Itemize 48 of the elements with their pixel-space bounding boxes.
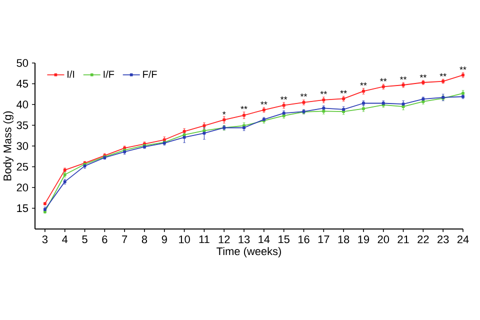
x-tick-label: 22 [418,236,429,244]
x-tick-label: 14 [258,236,270,244]
x-tick-label: 19 [358,236,370,244]
x-tick-label: 7 [122,236,128,244]
x-tick-label: 17 [318,236,330,244]
x-tick-label: 12 [218,236,230,244]
annotation: ** [440,73,446,76]
y-tick-label: 35 [16,121,28,130]
y-axis-title: Body Mass (g) [3,111,14,180]
legend-label: F/F [143,70,157,78]
x-tick-label: 20 [378,236,390,244]
y-tick-label: 40 [16,100,28,108]
annotation: ** [360,82,367,86]
x-tick-label: 9 [162,236,167,244]
annotation: ** [340,90,347,94]
annotation: ** [420,74,427,78]
x-axis-title: Time (weeks) [216,247,281,258]
y-tick-label: 50 [16,59,28,67]
y-tick-label: 25 [16,162,28,171]
legend-label: I/F [104,70,114,78]
x-tick-label: 6 [102,236,108,244]
x-tick-label: 11 [199,236,210,244]
x-tick-label: 10 [179,236,190,244]
x-tick-label: 5 [82,236,88,244]
x-tick-label: 23 [438,236,449,244]
annotation: ** [240,106,248,110]
x-tick-label: 4 [62,236,68,244]
x-tick-label: 3 [42,236,48,244]
annotation: ** [300,94,308,97]
x-tick-label: 24 [457,236,469,244]
y-tick-label: 15 [17,204,28,212]
legend-label: I/I [68,70,74,78]
x-tick-label: 16 [298,236,310,244]
x-tick-label: 13 [238,236,250,244]
annotation: ** [380,78,387,82]
x-tick-label: 8 [142,236,148,244]
annotation: ** [460,66,466,70]
y-tick-label: 20 [16,184,28,192]
x-tick-label: 21 [398,236,409,244]
x-tick-label: 18 [338,236,350,244]
y-tick-label: 45 [16,80,28,88]
annotation: ** [260,101,268,105]
annotation: ** [280,96,288,100]
annotation: ** [400,76,407,80]
annotation: ** [320,91,327,94]
y-tick-label: 30 [16,142,28,150]
annotation: * [222,111,226,115]
x-tick-label: 15 [278,236,290,244]
